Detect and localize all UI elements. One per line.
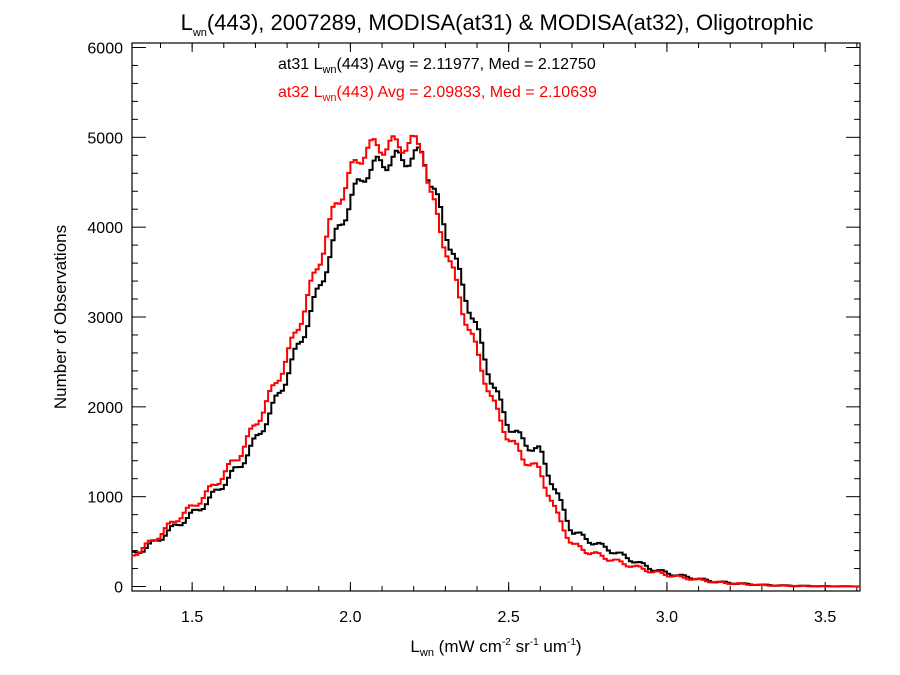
y-tick-label: 0 — [114, 580, 123, 597]
x-tick-label: 3.5 — [814, 609, 836, 626]
x-tick-label: 2.0 — [339, 609, 361, 626]
y-tick-label: 5000 — [87, 130, 123, 147]
x-tick-label: 1.5 — [181, 609, 203, 626]
series-layer — [132, 134, 860, 588]
chart-title: Lwn(443), 2007289, MODISA(at31) & MODISA… — [181, 10, 814, 39]
y-tick-label: 3000 — [87, 310, 123, 327]
y-tick-label: 2000 — [87, 400, 123, 417]
series-line-at31 — [132, 146, 860, 588]
plot-area-frame — [131, 42, 861, 592]
y-tick-label: 4000 — [87, 220, 123, 237]
series-stat-at32: at32 Lwn(443) Avg = 2.09833, Med = 2.106… — [278, 84, 597, 104]
y-tick-label: 6000 — [87, 40, 123, 57]
x-tick-label: 2.5 — [498, 609, 520, 626]
series-stat-at31: at31 Lwn(443) Avg = 2.11977, Med = 2.127… — [278, 56, 596, 76]
series-line-at32 — [132, 134, 860, 588]
y-tick-label: 1000 — [87, 490, 123, 507]
y-axis: 0 1000 2000 3000 4000 5000 6000 — [87, 40, 860, 597]
y-axis-label: Number of Observations — [51, 225, 70, 409]
x-tick-label: 3.0 — [656, 609, 678, 626]
x-axis: 1.5 2.0 2.5 3.0 3.5 — [159, 43, 858, 626]
x-axis-label: Lwn (mW cm-2 sr-1 um-1) — [410, 637, 581, 659]
